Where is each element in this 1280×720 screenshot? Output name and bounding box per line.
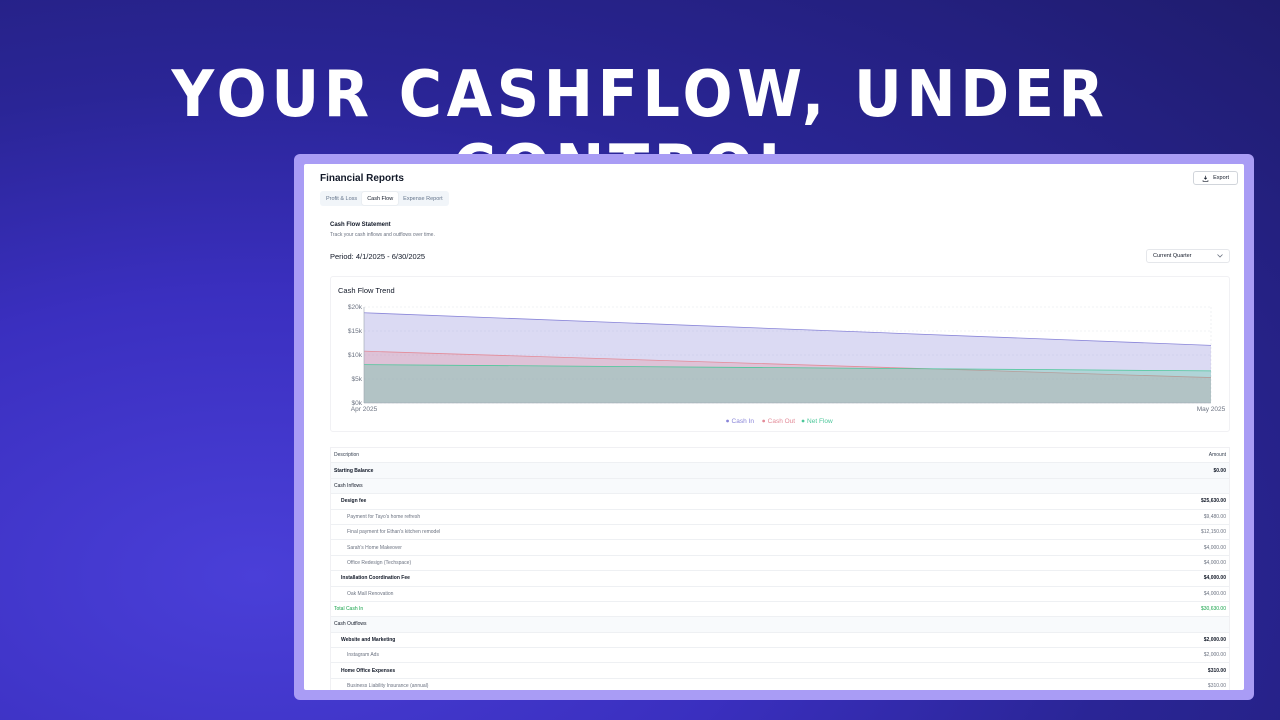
x-tick-label: Apr 2025 — [351, 406, 378, 413]
x-tick-label: May 2025 — [1197, 406, 1226, 413]
table-row: Starting Balance $0.00 — [331, 463, 1229, 479]
cash-flow-table: Description Amount Starting Balance $0.00… — [330, 447, 1230, 690]
row-description: Business Liability Insurance (annual) — [347, 683, 429, 690]
tab-profit-loss[interactable]: Profit & Loss — [326, 195, 358, 202]
table-header-row: Description Amount — [331, 448, 1229, 464]
financial-reports-app: Financial Reports Export Profit & Loss C… — [304, 164, 1244, 690]
column-header-description: Description — [334, 452, 360, 459]
table-row: Payment for Tayo's home refresh $9,480.00 — [331, 510, 1229, 525]
row-description: Installation Coordination Fee — [341, 575, 410, 582]
table-row: Installation Coordination Fee $4,000.00 — [331, 571, 1229, 587]
legend-label: Cash Out — [768, 418, 796, 425]
period-label: Period: 4/1/2025 - 6/30/2025 — [330, 252, 426, 261]
y-tick-label: $0k — [352, 400, 363, 407]
series-line-cash-out — [363, 350, 1212, 378]
row-amount: $9,480.00 — [1203, 513, 1226, 520]
report-tabs: Profit & Loss Cash Flow Expense Report — [320, 191, 449, 206]
row-description: Cash Outflows — [334, 621, 367, 628]
row-description: Instagram Ads — [347, 652, 379, 659]
y-tick-label: $15k — [348, 328, 363, 335]
row-amount: $310.00 — [1207, 667, 1226, 674]
export-button[interactable]: Export — [1193, 171, 1238, 185]
page-title: Financial Reports — [320, 173, 404, 184]
cash-flow-chart: $0k $5k $10k $15k $20k Apr 2025 May 2025 Cash I… — [348, 304, 1226, 425]
row-description: Total Cash In — [334, 606, 364, 613]
row-amount: $4,000.00 — [1203, 559, 1226, 566]
row-amount: $310.00 — [1207, 683, 1226, 690]
row-description: Website and Marketing — [341, 636, 396, 643]
range-select[interactable]: Current Quarter — [1146, 249, 1230, 263]
table-row: Home Office Expenses $310.00 — [331, 663, 1229, 679]
legend-marker — [801, 419, 805, 423]
table-row: Design fee $25,630.00 — [331, 494, 1229, 510]
legend-marker — [762, 419, 766, 423]
row-description: Starting Balance — [334, 467, 374, 474]
legend-marker — [726, 419, 729, 423]
legend-label: Net Flow — [807, 418, 833, 425]
series-area-cash-in — [364, 312, 1211, 403]
legend-label: Cash In — [732, 418, 755, 425]
range-select-value: Current Quarter — [1153, 253, 1192, 259]
table-row: Website and Marketing $2,000.00 — [331, 633, 1229, 649]
chevron-down-icon — [1217, 254, 1223, 258]
table-row: Total Cash In $30,630.00 — [331, 602, 1229, 618]
row-description: Payment for Tayo's home refresh — [347, 513, 421, 520]
table-row: Sarah's Home Makeover $4,000.00 — [331, 540, 1229, 556]
export-button-label: Export — [1213, 175, 1229, 181]
table-row: Cash Outflows — [331, 617, 1229, 633]
row-description: Cash Inflows — [334, 482, 363, 489]
y-tick-label: $10k — [348, 352, 363, 359]
row-description: Oak Mall Renovation — [347, 590, 394, 597]
row-amount: $4,000.00 — [1203, 575, 1226, 582]
row-amount: $4,000.00 — [1203, 590, 1226, 597]
row-amount: $0.00 — [1213, 467, 1226, 474]
series-area-cash-out — [364, 351, 1211, 403]
row-description: Sarah's Home Makeover — [347, 544, 402, 551]
row-description: Final payment for Ethan's kitchen remode… — [347, 529, 441, 536]
series-line-net-flow — [363, 364, 1212, 372]
tab-cash-flow[interactable]: Cash Flow — [362, 192, 399, 205]
table-row: Cash Inflows — [331, 478, 1229, 495]
row-amount: $12,150.00 — [1200, 529, 1226, 536]
y-tick-label: $5k — [352, 376, 363, 383]
statement-title: Cash Flow Statement — [330, 222, 391, 228]
download-icon — [1202, 175, 1209, 182]
row-description: Office Redesign (Techspace) — [347, 559, 412, 566]
row-amount: $4,000.00 — [1203, 544, 1226, 551]
table-row: Business Liability Insurance (annual) $31… — [331, 679, 1229, 690]
table-row: Final payment for Ethan's kitchen remode… — [331, 525, 1229, 541]
column-header-amount: Amount — [1208, 452, 1226, 459]
row-amount: $2,000.00 — [1203, 636, 1226, 643]
series-area-net-flow — [364, 364, 1211, 403]
cash-flow-chart-card: Cash Flow Trend $0k $5k $10k $15k $20k Apr 20… — [330, 276, 1230, 432]
chart-title: Cash Flow Trend — [338, 286, 395, 295]
row-description: Design fee — [341, 498, 367, 505]
table-row: Instagram Ads $2,000.00 — [331, 648, 1229, 664]
table-row: Oak Mall Renovation $4,000.00 — [331, 587, 1229, 602]
row-description: Home Office Expenses — [341, 667, 396, 674]
table-row: Office Redesign (Techspace) $4,000.00 — [331, 556, 1229, 572]
statement-subtitle: Track your cash inflows and outflows ove… — [330, 232, 435, 238]
y-tick-label: $20k — [348, 304, 363, 311]
row-amount: $25,630.00 — [1200, 498, 1226, 505]
row-amount: $2,000.00 — [1203, 652, 1226, 659]
row-amount: $30,630.00 — [1200, 606, 1226, 613]
tab-expense-report[interactable]: Expense Report — [403, 195, 443, 202]
app-window-frame: Financial Reports Export Profit & Loss C… — [294, 154, 1254, 700]
series-line-cash-in — [363, 312, 1212, 346]
